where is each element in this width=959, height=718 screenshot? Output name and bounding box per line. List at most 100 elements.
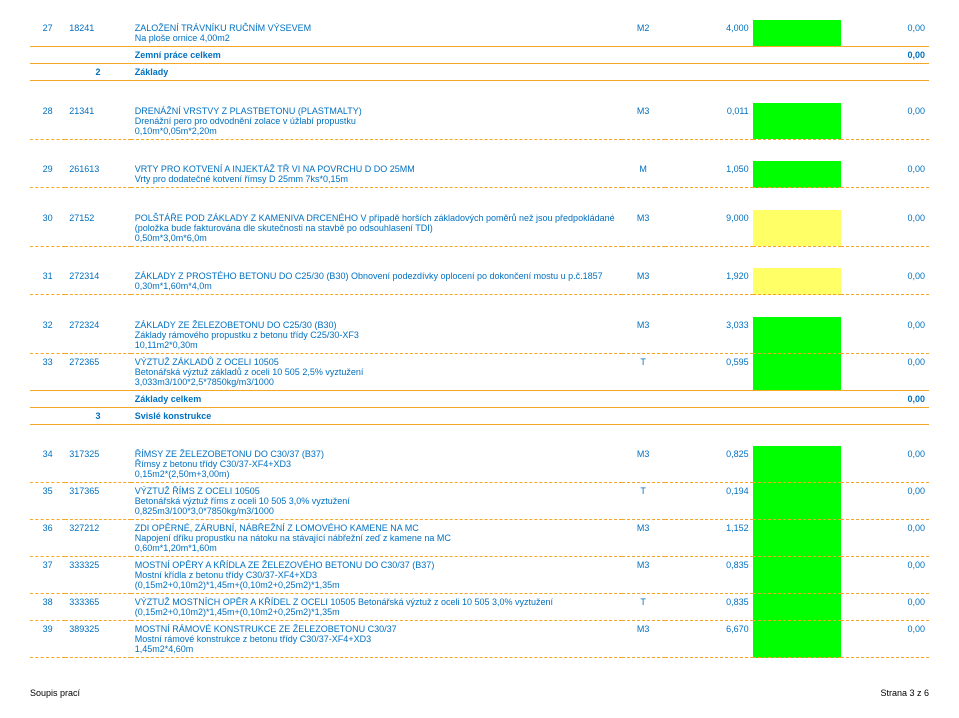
row-unit-price [753,268,841,295]
row-number: 33 [30,353,65,390]
row-code: 272365 [65,353,130,390]
row-number: 36 [30,520,65,557]
row-number: 31 [30,268,65,295]
row-code: 18241 [65,20,130,47]
row-quantity: 0,595 [665,353,753,390]
work-items-table: 2718241ZALOŽENÍ TRÁVNÍKU RUČNÍM VÝSEVEMN… [30,20,929,658]
table-row: 34317325ŘÍMSY ZE ŽELEZOBETONU DO C30/37 … [30,446,929,483]
row-quantity: 9,000 [665,210,753,247]
row-unit: M2 [622,20,665,47]
row-description: ŘÍMSY ZE ŽELEZOBETONU DO C30/37 (B37)Řím… [131,446,622,483]
table-row: 35317365VÝZTUŽ ŘÍMS Z OCELI 10505Betonář… [30,483,929,520]
row-code: 21341 [65,103,130,140]
section-number [65,47,130,64]
section-row: Základy celkem0,00 [30,390,929,407]
table-row: 29261613VRTY PRO KOTVENÍ A INJEKTÁŽ TŘ V… [30,161,929,188]
row-total: 0,00 [841,520,929,557]
section-row: Zemní práce celkem0,00 [30,47,929,64]
row-code: 27152 [65,210,130,247]
table-row: 36327212ZDI OPĚRNÉ, ZÁRUBNÍ, NÁBŘEŽNÍ Z … [30,520,929,557]
table-row: 3027152POLŠTÁŘE POD ZÁKLADY Z KAMENIVA D… [30,210,929,247]
section-row: 3Svislé konstrukce [30,407,929,424]
row-unit-price [753,161,841,188]
row-unit: M3 [622,103,665,140]
row-total: 0,00 [841,594,929,621]
row-unit: M3 [622,210,665,247]
row-total: 0,00 [841,317,929,354]
row-number: 30 [30,210,65,247]
row-quantity: 4,000 [665,20,753,47]
row-unit: M3 [622,268,665,295]
page-footer: Soupis prací Strana 3 z 6 [30,688,929,698]
row-total: 0,00 [841,210,929,247]
row-total: 0,00 [841,483,929,520]
row-quantity: 0,835 [665,594,753,621]
section-number [65,390,130,407]
row-description: DRENÁŽNÍ VRSTVY Z PLASTBETONU (PLASTMALT… [131,103,622,140]
row-unit: M3 [622,557,665,594]
row-total: 0,00 [841,557,929,594]
row-unit: M [622,161,665,188]
row-unit-price [753,446,841,483]
row-description: MOSTNÍ OPĚRY A KŘÍDLA ZE ŽELEZOVÉHO BETO… [131,557,622,594]
row-number: 28 [30,103,65,140]
section-title: Základy celkem [131,390,622,407]
table-row: 33272365VÝZTUŽ ZÁKLADŮ Z OCELI 10505Beto… [30,353,929,390]
row-unit: T [622,353,665,390]
row-total: 0,00 [841,161,929,188]
row-description: MOSTNÍ RÁMOVÉ KONSTRUKCE ZE ŽELEZOBETONU… [131,621,622,658]
table-row: 39389325MOSTNÍ RÁMOVÉ KONSTRUKCE ZE ŽELE… [30,621,929,658]
section-row: 2Základy [30,64,929,81]
row-description: VÝZTUŽ ZÁKLADŮ Z OCELI 10505Betonářská v… [131,353,622,390]
row-unit-price [753,20,841,47]
row-unit-price [753,594,841,621]
row-code: 333325 [65,557,130,594]
section-title: Základy [131,64,622,81]
row-total: 0,00 [841,621,929,658]
row-quantity: 0,835 [665,557,753,594]
row-unit: T [622,594,665,621]
row-description: POLŠTÁŘE POD ZÁKLADY Z KAMENIVA DRCENÉHO… [131,210,622,247]
row-total: 0,00 [841,446,929,483]
section-number: 2 [65,64,130,81]
row-number: 27 [30,20,65,47]
row-description: ZÁKLADY Z PROSTÉHO BETONU DO C25/30 (B30… [131,268,622,295]
table-row: 2718241ZALOŽENÍ TRÁVNÍKU RUČNÍM VÝSEVEMN… [30,20,929,47]
row-quantity: 6,670 [665,621,753,658]
row-number: 35 [30,483,65,520]
row-code: 327212 [65,520,130,557]
section-title: Zemní práce celkem [131,47,622,64]
row-quantity: 3,033 [665,317,753,354]
row-code: 317325 [65,446,130,483]
row-total: 0,00 [841,103,929,140]
row-unit-price [753,520,841,557]
section-number: 3 [65,407,130,424]
row-unit: M3 [622,446,665,483]
table-row: 38333365VÝZTUŽ MOSTNÍCH OPĚR A KŘÍDEL Z … [30,594,929,621]
row-unit-price [753,621,841,658]
row-description: ZALOŽENÍ TRÁVNÍKU RUČNÍM VÝSEVEMNa ploše… [131,20,622,47]
row-unit: M3 [622,520,665,557]
row-quantity: 0,194 [665,483,753,520]
section-title: Svislé konstrukce [131,407,622,424]
row-total: 0,00 [841,353,929,390]
row-quantity: 0,011 [665,103,753,140]
table-row: 31272314ZÁKLADY Z PROSTÉHO BETONU DO C25… [30,268,929,295]
row-description: VÝZTUŽ ŘÍMS Z OCELI 10505Betonářská výzt… [131,483,622,520]
row-total: 0,00 [841,268,929,295]
row-code: 317365 [65,483,130,520]
row-quantity: 1,920 [665,268,753,295]
row-unit-price [753,353,841,390]
row-unit: T [622,483,665,520]
row-number: 38 [30,594,65,621]
row-description: ZDI OPĚRNÉ, ZÁRUBNÍ, NÁBŘEŽNÍ Z LOMOVÉHO… [131,520,622,557]
table-row: 2821341DRENÁŽNÍ VRSTVY Z PLASTBETONU (PL… [30,103,929,140]
row-description: ZÁKLADY ZE ŽELEZOBETONU DO C25/30 (B30)Z… [131,317,622,354]
row-unit-price [753,557,841,594]
row-number: 39 [30,621,65,658]
row-unit-price [753,317,841,354]
row-total: 0,00 [841,20,929,47]
row-quantity: 1,152 [665,520,753,557]
row-number: 34 [30,446,65,483]
row-description: VRTY PRO KOTVENÍ A INJEKTÁŽ TŘ VI NA POV… [131,161,622,188]
